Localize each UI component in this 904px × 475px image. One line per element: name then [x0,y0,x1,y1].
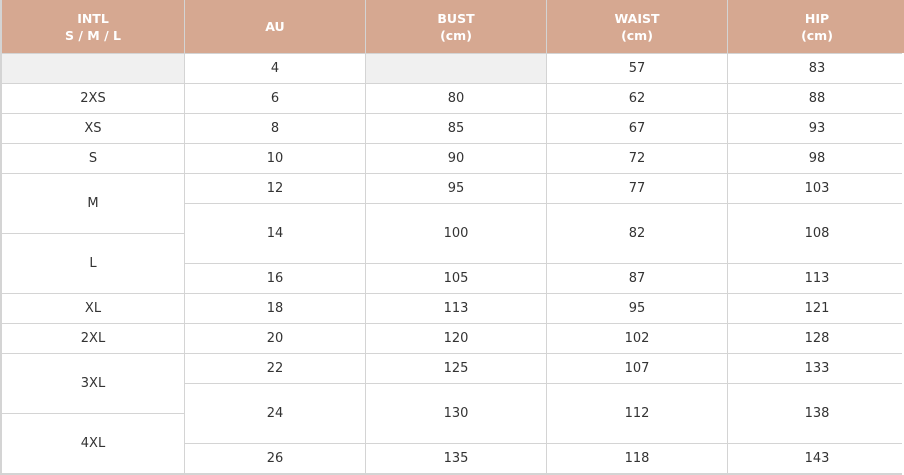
intl-size-cell: 2XS [2,84,184,113]
au-size-cell: 18 [185,294,365,323]
intl-size-cell [2,54,184,83]
hip-cell: 143 [728,444,904,473]
hip-cell: 103 [728,174,904,203]
intl-size-cell: 3XL [2,354,184,413]
waist-cell: 57 [547,54,727,83]
intl-size-cell: M [2,174,184,233]
au-size-cell: 10 [185,144,365,173]
au-size-cell: 12 [185,174,365,203]
intl-size-cell: XL [2,294,184,323]
bust-cell: 125 [366,354,546,383]
bust-cell: 130 [366,384,546,443]
au-size-cell: 6 [185,84,365,113]
hip-cell: 83 [728,54,904,83]
hip-cell: 108 [728,204,904,263]
waist-cell: 107 [547,354,727,383]
au-size-cell: 14 [185,204,365,263]
waist-cell: 72 [547,144,727,173]
hip-cell: 121 [728,294,904,323]
au-size-cell: 4 [185,54,365,83]
hip-cell: 98 [728,144,904,173]
bust-cell: 100 [366,204,546,263]
intl-size-cell: L [2,234,184,293]
waist-cell: 102 [547,324,727,353]
waist-cell: 77 [547,174,727,203]
intl-size-cell: 2XL [2,324,184,353]
au-size-cell: 26 [185,444,365,473]
hip-cell: 133 [728,354,904,383]
bust-cell: 120 [366,324,546,353]
intl-size-cell: 4XL [2,414,184,473]
hip-cell: 128 [728,324,904,353]
waist-cell: 95 [547,294,727,323]
hip-cell: 93 [728,114,904,143]
au-size-cell: 8 [185,114,365,143]
bust-cell: 113 [366,294,546,323]
bust-cell: 90 [366,144,546,173]
header-waist: WAIST (cm) [547,0,727,53]
header-intl: INTL S / M / L [2,0,184,53]
intl-size-cell: XS [2,114,184,143]
hip-cell: 113 [728,264,904,293]
waist-cell: 87 [547,264,727,293]
hip-cell: 138 [728,384,904,443]
bust-cell: 135 [366,444,546,473]
au-size-cell: 16 [185,264,365,293]
header-hip: HIP (cm) [728,0,904,53]
waist-cell: 118 [547,444,727,473]
intl-size-cell: S [2,144,184,173]
waist-cell: 62 [547,84,727,113]
bust-cell [366,54,546,83]
waist-cell: 112 [547,384,727,443]
header-bust: BUST (cm) [366,0,546,53]
au-size-cell: 24 [185,384,365,443]
au-size-cell: 22 [185,354,365,383]
header-au: AU [185,0,365,53]
waist-cell: 82 [547,204,727,263]
bust-cell: 95 [366,174,546,203]
au-size-cell: 20 [185,324,365,353]
hip-cell: 88 [728,84,904,113]
waist-cell: 67 [547,114,727,143]
bust-cell: 85 [366,114,546,143]
bust-cell: 80 [366,84,546,113]
bust-cell: 105 [366,264,546,293]
